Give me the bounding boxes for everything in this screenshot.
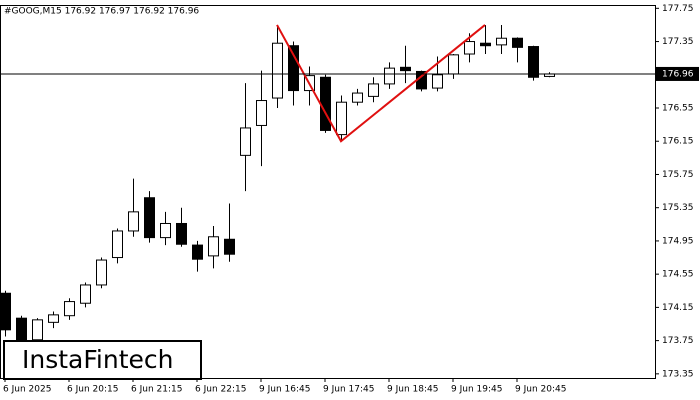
candle-body: [272, 42, 283, 99]
candle-body: [112, 230, 123, 259]
candle-body: [224, 238, 235, 255]
candle-body: [64, 301, 75, 317]
x-tick-label: 9 Jun 20:45: [515, 385, 566, 395]
y-tick-label: 173.75: [662, 336, 694, 346]
y-tick-label: 177.75: [662, 4, 694, 14]
candle-body: [496, 37, 507, 46]
x-tick-label: 9 Jun 18:45: [387, 385, 438, 395]
candle-body: [160, 222, 171, 239]
candle-body: [80, 284, 91, 304]
candle-body: [176, 222, 187, 245]
price-label-box: [656, 66, 699, 81]
candle-body: [144, 197, 155, 239]
candle-body: [400, 66, 411, 72]
x-tick-label: 6 Jun 21:15: [131, 385, 182, 395]
y-tick-label: 173.35: [662, 369, 694, 379]
x-tick-label: 6 Jun 20:15: [67, 385, 118, 395]
y-tick-label: 174.55: [662, 270, 694, 280]
candle-body: [448, 54, 459, 75]
y-tick-label: 176.15: [662, 137, 694, 147]
candle-body: [256, 100, 267, 126]
candle-body: [48, 314, 59, 323]
candle-body: [192, 244, 203, 260]
x-tick-label: 9 Jun 16:45: [259, 385, 310, 395]
candle-body: [320, 76, 331, 131]
candle-body: [512, 37, 523, 48]
price-label: 176.96: [662, 69, 694, 79]
x-tick-label: 6 Jun 2025: [3, 385, 51, 395]
candle-body: [528, 46, 539, 78]
x-tick-label: 9 Jun 17:45: [323, 385, 374, 395]
y-tick-label: 177.35: [662, 37, 694, 47]
y-tick-label: 174.95: [662, 236, 694, 246]
candle-body: [96, 259, 107, 286]
y-tick-label: 174.15: [662, 303, 694, 313]
candle-body: [240, 127, 251, 156]
logo: InstaFintech: [22, 345, 174, 374]
candle-body: [464, 41, 475, 55]
plot-area: [0, 24, 555, 345]
pattern-line: [276, 24, 486, 143]
candle-body: [480, 42, 491, 47]
x-tick-label: 6 Jun 22:15: [195, 385, 246, 395]
candle-body: [336, 101, 347, 136]
candle-body: [384, 67, 395, 85]
candle-body: [0, 292, 11, 331]
candle-body: [288, 45, 299, 92]
x-tick-label: 9 Jun 19:45: [451, 385, 502, 395]
candle-body: [432, 74, 443, 89]
candle-body: [32, 319, 43, 341]
y-tick-label: 176.55: [662, 104, 694, 114]
logo-box: [3, 340, 202, 380]
candle-body: [208, 236, 219, 257]
y-tick-label: 175.35: [662, 203, 694, 213]
candle-body: [368, 83, 379, 97]
candle-body: [128, 211, 139, 232]
y-tick-label: 175.75: [662, 170, 694, 180]
candle-body: [352, 92, 363, 103]
candle-body: [16, 317, 27, 341]
plot-frame: [0, 5, 656, 379]
chart-title: #GOOG,M15 176.92 176.97 176.92 176.96: [4, 7, 199, 17]
